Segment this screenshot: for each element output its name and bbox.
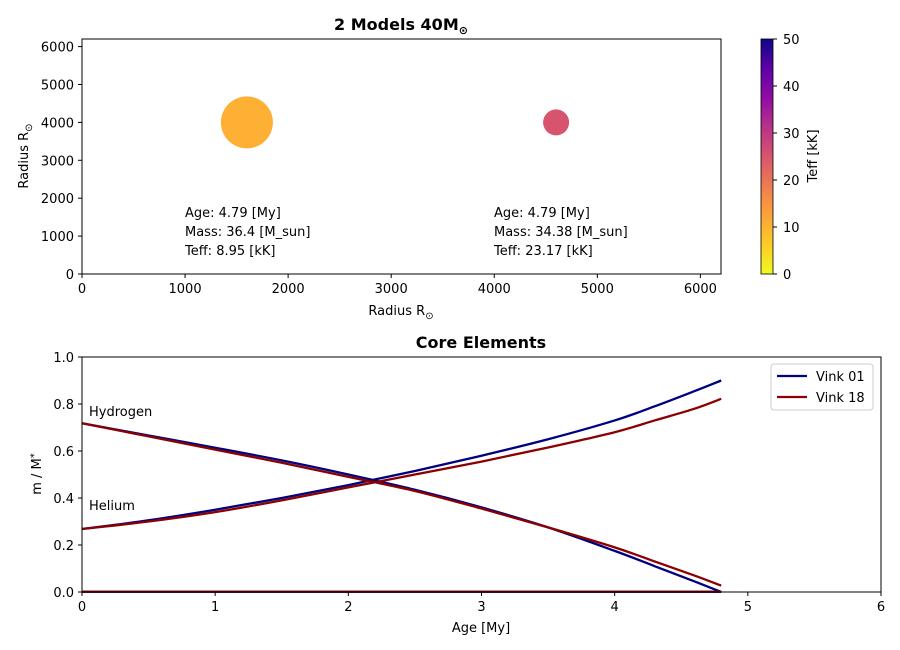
top-chart-title: 2 Models 40M⊙	[334, 15, 468, 37]
legend-items: Vink 01 Vink 18	[777, 370, 865, 406]
series-line-vink-18	[81, 422, 722, 587]
legend: Vink 01 Vink 18	[770, 363, 874, 411]
colorbar: 0 10 20 30 40 50 Teff [kK]	[760, 33, 821, 283]
bottom-y-tick-label: 1.0	[53, 351, 74, 366]
annotation-right-mass: Mass: 34.38 [M_sun]	[494, 225, 628, 240]
top-x-tick-label: 2000	[272, 282, 305, 297]
top-x-tick-label: 4000	[478, 282, 511, 297]
star-point-1	[543, 109, 570, 136]
bottom-x-tick-label: 2	[344, 600, 352, 615]
annotation-left-age: Age: 4.79 [My]	[185, 206, 281, 221]
bottom-x-tick-label: 4	[611, 600, 619, 615]
top-x-ticks: 0 1000 2000 3000 4000 5000 6000	[78, 274, 717, 297]
colorbar-tick-label: 50	[783, 33, 800, 48]
annotation-right-teff: Teff: 23.17 [kK]	[493, 244, 593, 259]
colorbar-ticks: 0 10 20 30 40 50	[773, 33, 800, 283]
annotation-left-mass: Mass: 36.4 [M_sun]	[185, 225, 310, 240]
bottom-axes-frame	[81, 356, 882, 593]
star-point-0	[220, 96, 273, 149]
top-y-tick-label: 3000	[41, 154, 74, 169]
bottom-chart-title: Core Elements	[416, 333, 546, 352]
top-panel: 2 Models 40M⊙ 0 1000 2000 3000 4000 5000 6000 …	[17, 15, 821, 322]
legend-label-1: Vink 18	[816, 391, 865, 406]
top-y-tick-label: 5000	[41, 78, 74, 93]
hydrogen-label: Hydrogen	[89, 405, 152, 420]
legend-label-0: Vink 01	[816, 370, 865, 385]
bottom-x-ticks: 0 1 2 3 4 5 6	[78, 592, 885, 615]
top-y-tick-label: 2000	[41, 192, 74, 207]
top-y-ticks: 0 1000 2000 3000 4000 5000 6000	[41, 41, 82, 283]
bottom-x-tick-label: 6	[877, 600, 885, 615]
series-line-vink-01	[81, 422, 722, 594]
colorbar-gradient	[760, 38, 774, 275]
top-x-tick-label: 1000	[169, 282, 202, 297]
annotation-right-age: Age: 4.79 [My]	[494, 206, 590, 221]
bottom-panel: Core Elements 0 1 2 3 4 5 6 0.0 0.2 0.4 0.6 0.8 1.0…	[29, 333, 885, 636]
bottom-x-tick-label: 1	[211, 600, 219, 615]
top-axes-frame	[81, 38, 722, 275]
top-x-tick-label: 3000	[375, 282, 408, 297]
top-y-axis-label: Radius R⊙	[17, 123, 35, 188]
top-x-tick-label: 6000	[684, 282, 717, 297]
bottom-y-tick-label: 0.2	[53, 539, 74, 554]
top-y-tick-label: 0	[66, 268, 74, 283]
top-x-tick-label: 5000	[581, 282, 614, 297]
series-line-vink-01-helium	[81, 379, 722, 531]
bottom-x-tick-label: 5	[744, 600, 752, 615]
series-line-vink-18-helium	[81, 397, 722, 531]
top-points	[220, 96, 570, 149]
bottom-y-tick-label: 0.4	[53, 492, 74, 507]
bottom-y-tick-label: 0.6	[53, 445, 74, 460]
bottom-x-tick-label: 3	[477, 600, 485, 615]
colorbar-tick-label: 0	[783, 268, 791, 283]
colorbar-tick-label: 30	[783, 127, 800, 142]
colorbar-tick-label: 20	[783, 174, 800, 189]
annotation-left: Age: 4.79 [My] Mass: 36.4 [M_sun] Teff: …	[184, 206, 310, 259]
top-y-tick-label: 4000	[41, 116, 74, 131]
bottom-y-ticks: 0.0 0.2 0.4 0.6 0.8 1.0	[53, 351, 82, 601]
helium-label: Helium	[89, 499, 135, 514]
colorbar-tick-label: 10	[783, 221, 800, 236]
colorbar-label: Teff [kK]	[806, 129, 821, 183]
annotation-right: Age: 4.79 [My] Mass: 34.38 [M_sun] Teff:…	[493, 206, 628, 259]
top-y-tick-label: 6000	[41, 41, 74, 56]
bottom-y-axis-label: m / M*	[29, 453, 45, 495]
bottom-x-tick-label: 0	[78, 600, 86, 615]
bottom-y-tick-label: 0.0	[53, 586, 74, 601]
colorbar-tick-label: 40	[783, 80, 800, 95]
top-x-axis-label: Radius R⊙	[368, 304, 433, 322]
annotation-left-teff: Teff: 8.95 [kK]	[184, 244, 275, 259]
top-y-tick-label: 1000	[41, 230, 74, 245]
top-x-tick-label: 0	[78, 282, 86, 297]
bottom-y-tick-label: 0.8	[53, 398, 74, 413]
bottom-series-lines	[81, 379, 722, 594]
bottom-x-axis-label: Age [My]	[452, 621, 510, 636]
